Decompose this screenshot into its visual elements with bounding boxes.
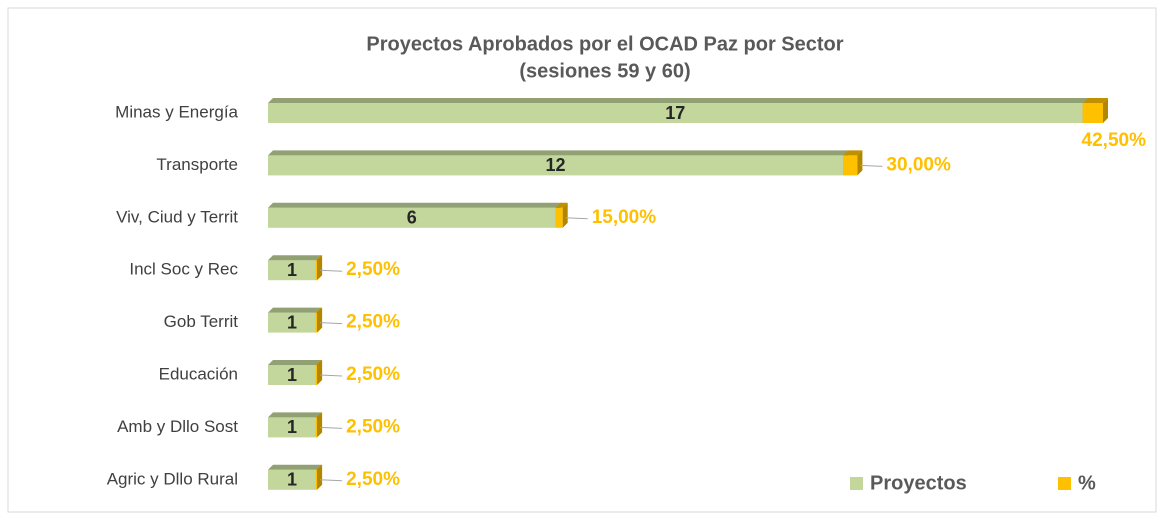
data-label: 42,50% bbox=[1082, 130, 1147, 151]
data-label: 2,50% bbox=[346, 364, 400, 385]
bar-top bbox=[555, 202, 568, 208]
bar-side bbox=[317, 360, 323, 385]
bar-front bbox=[843, 155, 858, 176]
bar-side bbox=[857, 150, 863, 176]
bar-front bbox=[555, 207, 563, 228]
leader-line bbox=[320, 374, 343, 377]
bar-top bbox=[315, 464, 323, 470]
leader-line bbox=[320, 322, 343, 325]
category-label: Viv, Ciud y Territ bbox=[116, 207, 238, 226]
data-label: 1 bbox=[287, 470, 297, 490]
bar-front bbox=[268, 365, 316, 385]
bar-front bbox=[315, 365, 318, 385]
bar-top bbox=[1082, 98, 1108, 103]
bar-front bbox=[268, 103, 1083, 123]
bar-side bbox=[317, 412, 323, 438]
bar-side bbox=[1103, 98, 1108, 123]
category-label: Agric y Dllo Rural bbox=[107, 469, 238, 488]
bar-front bbox=[315, 312, 318, 333]
data-label: 1 bbox=[287, 312, 297, 332]
bar-segment bbox=[315, 307, 323, 333]
bar-front bbox=[1082, 103, 1103, 123]
data-label: 1 bbox=[287, 260, 297, 280]
data-label: 1 bbox=[287, 417, 297, 437]
legend-swatch bbox=[1058, 477, 1071, 490]
bar-front bbox=[268, 312, 316, 333]
bar-front bbox=[268, 417, 316, 438]
bar-segment bbox=[1082, 98, 1108, 123]
bar-top bbox=[268, 150, 849, 156]
bar-segment bbox=[315, 360, 323, 385]
legend-swatch bbox=[850, 477, 863, 490]
bar-side bbox=[562, 202, 568, 228]
bar-segment bbox=[843, 150, 863, 176]
data-label: 17 bbox=[665, 103, 685, 123]
bar-front bbox=[268, 469, 316, 490]
bar-side bbox=[317, 464, 323, 490]
data-label: 2,50% bbox=[346, 469, 400, 490]
data-label: 15,00% bbox=[592, 207, 657, 228]
category-label: Transporte bbox=[156, 155, 238, 174]
bar-front bbox=[315, 260, 318, 281]
bar-top bbox=[268, 360, 321, 365]
bar-segment bbox=[268, 202, 561, 228]
bar-top bbox=[268, 412, 321, 418]
chart-subtitle: (sesiones 59 y 60) bbox=[519, 60, 690, 82]
data-label: 2,50% bbox=[346, 259, 400, 280]
leader-line bbox=[860, 164, 883, 167]
bar-segment bbox=[315, 412, 323, 438]
bar-top bbox=[315, 360, 323, 365]
bar-front bbox=[315, 469, 318, 490]
leader-line bbox=[320, 479, 343, 482]
bar-top bbox=[268, 98, 1088, 103]
bar-front bbox=[315, 417, 318, 438]
category-label: Amb y Dllo Sost bbox=[117, 417, 238, 436]
bar-top bbox=[315, 255, 323, 261]
category-label: Gob Territ bbox=[164, 312, 239, 331]
leader-line bbox=[320, 269, 343, 272]
data-label: 2,50% bbox=[346, 416, 400, 437]
bar-front bbox=[268, 155, 844, 176]
chart-border bbox=[7, 7, 1157, 513]
bar-top bbox=[268, 307, 321, 313]
data-label: 6 bbox=[407, 208, 417, 228]
bar-top bbox=[315, 307, 323, 313]
leader-line bbox=[320, 426, 343, 429]
data-label: 2,50% bbox=[346, 312, 400, 333]
category-label: Minas y Energía bbox=[115, 102, 238, 121]
bar-top bbox=[843, 150, 863, 156]
bar-segment bbox=[268, 98, 1088, 123]
bar-segment bbox=[315, 464, 323, 490]
category-label: Educación bbox=[159, 364, 238, 383]
bar-top bbox=[315, 412, 323, 418]
bar-front bbox=[268, 260, 316, 281]
data-label: 12 bbox=[546, 155, 566, 175]
bar-segment bbox=[555, 202, 568, 228]
leader-line bbox=[565, 217, 588, 220]
chart-title: Proyectos Aprobados por el OCAD Paz por … bbox=[366, 33, 843, 55]
bar-top bbox=[268, 464, 321, 470]
legend-label: Proyectos bbox=[870, 472, 967, 494]
data-label: 1 bbox=[287, 365, 297, 385]
bar-side bbox=[317, 307, 323, 333]
bar-side bbox=[317, 255, 323, 281]
category-label: Incl Soc y Rec bbox=[129, 260, 238, 279]
data-label: 30,00% bbox=[886, 154, 951, 175]
bar-top bbox=[268, 202, 561, 208]
bar-top bbox=[268, 255, 321, 261]
bar-segment bbox=[315, 255, 323, 281]
legend-label: % bbox=[1078, 472, 1096, 494]
bar-front bbox=[268, 207, 556, 228]
